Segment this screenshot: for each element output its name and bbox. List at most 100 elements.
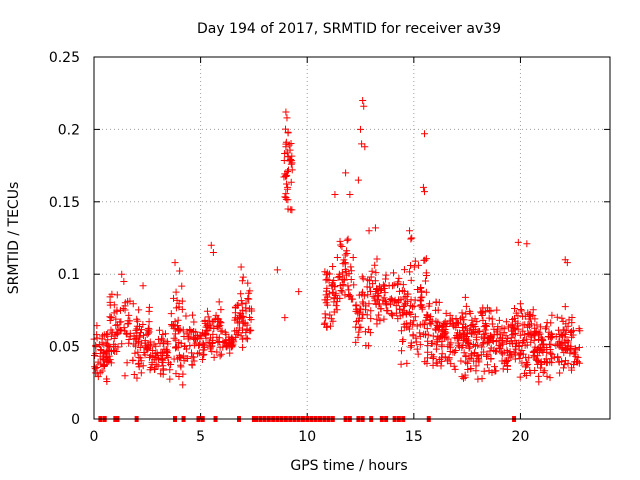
data-point <box>372 269 380 277</box>
data-point <box>288 206 296 214</box>
data-point <box>429 355 437 363</box>
data-point <box>329 317 337 325</box>
data-point <box>498 357 506 365</box>
data-point <box>354 333 362 341</box>
data-point <box>523 358 531 366</box>
data-point <box>175 303 183 311</box>
data-point <box>410 263 418 271</box>
data-point <box>409 332 417 340</box>
data-point <box>474 375 482 383</box>
data-point <box>190 318 198 326</box>
data-point <box>175 327 183 335</box>
data-point <box>493 306 501 314</box>
data-point <box>413 322 421 330</box>
data-point <box>170 294 178 302</box>
data-point <box>106 298 114 306</box>
data-point <box>488 369 496 377</box>
data-point <box>334 273 342 281</box>
data-point <box>204 313 212 321</box>
data-point <box>401 301 409 309</box>
data-point <box>419 183 427 191</box>
data-point <box>337 241 345 249</box>
data-point <box>438 350 446 358</box>
data-point <box>500 329 508 337</box>
data-point <box>283 114 291 122</box>
data-point <box>488 315 496 323</box>
data-point <box>455 329 463 337</box>
data-point <box>145 307 153 315</box>
data-point <box>468 330 476 338</box>
data-point <box>413 345 421 353</box>
data-point <box>350 281 358 289</box>
data-point <box>367 307 375 315</box>
data-point <box>114 330 122 338</box>
data-point <box>283 180 291 188</box>
data-point <box>337 286 345 294</box>
data-point <box>484 351 492 359</box>
data-point <box>321 310 329 318</box>
data-point <box>117 318 125 326</box>
data-point <box>280 156 288 164</box>
data-point <box>512 309 520 317</box>
data-point <box>120 324 128 332</box>
data-point <box>433 322 441 330</box>
data-point <box>104 330 112 338</box>
data-point <box>211 316 219 324</box>
data-point <box>399 338 407 346</box>
data-point <box>499 365 507 373</box>
data-point <box>245 295 253 303</box>
data-point <box>405 309 413 317</box>
data-point <box>519 336 527 344</box>
data-point <box>522 363 530 371</box>
data-point <box>284 166 292 174</box>
data-point <box>504 335 512 343</box>
data-point <box>329 281 337 289</box>
data-point <box>453 333 461 341</box>
data-point <box>523 335 531 343</box>
data-point <box>482 329 490 337</box>
data-point <box>555 338 563 346</box>
data-point <box>510 349 518 357</box>
data-point <box>479 304 487 312</box>
data-point <box>189 311 197 319</box>
data-point <box>504 365 512 373</box>
data-point <box>110 340 118 348</box>
data-point <box>568 319 576 327</box>
y-tick-label: 0.05 <box>49 340 80 356</box>
data-point <box>94 373 102 381</box>
data-point <box>371 224 379 232</box>
data-point <box>148 358 156 366</box>
data-point <box>531 315 539 323</box>
data-point <box>460 374 467 382</box>
data-point <box>342 169 350 177</box>
data-point <box>520 369 528 377</box>
data-point <box>216 318 224 326</box>
data-point <box>504 356 512 364</box>
data-point <box>521 321 529 329</box>
data-point <box>322 314 330 322</box>
data-point <box>133 322 141 330</box>
data-point <box>541 367 549 375</box>
data-point <box>134 339 142 347</box>
data-point <box>131 349 139 357</box>
data-point <box>403 359 411 367</box>
data-point <box>458 373 466 381</box>
data-point <box>467 354 475 362</box>
data-point <box>495 336 503 344</box>
data-point <box>568 333 576 341</box>
data-point <box>180 357 188 365</box>
data-point <box>534 345 542 353</box>
data-point <box>428 339 436 347</box>
data-point <box>172 370 180 378</box>
data-point <box>282 108 290 116</box>
data-point <box>154 355 162 363</box>
data-point <box>339 260 347 268</box>
data-point <box>427 320 435 328</box>
data-point <box>215 334 223 342</box>
data-point <box>485 367 493 375</box>
data-point <box>347 295 355 303</box>
data-point <box>411 313 419 321</box>
data-point <box>284 128 292 136</box>
data-point <box>373 286 381 294</box>
data-point <box>564 345 572 353</box>
